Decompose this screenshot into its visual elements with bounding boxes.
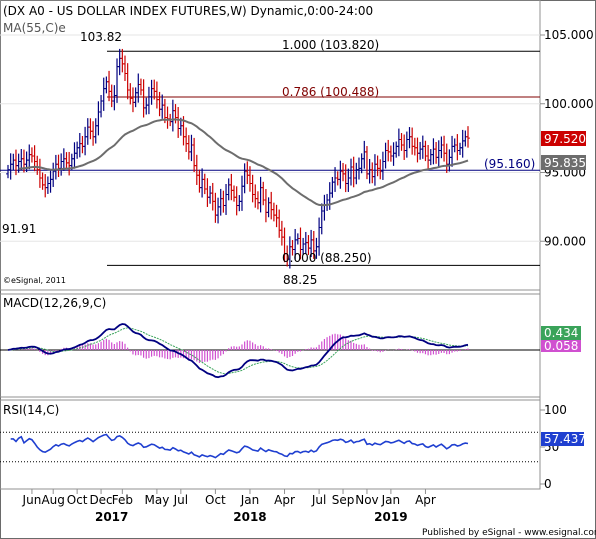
rsi-value-label: 57.437 <box>544 432 586 446</box>
macd-value-box <box>541 326 581 340</box>
x-month-label: Jan <box>240 493 260 507</box>
x-month-label: Dec <box>89 493 112 507</box>
macd-value-label: 0.434 <box>544 326 578 340</box>
rsi-tick-label: 0 <box>544 477 552 491</box>
fib-label-bottom: 0.000 (88.250) <box>282 251 372 265</box>
fib-label-mid: 0.786 (100.488) <box>282 85 379 99</box>
x-month-label: Oct <box>205 493 226 507</box>
rsi-line <box>10 433 469 459</box>
chart-title: (DX A0 - US DOLLAR INDEX FUTURES,W) Dyna… <box>3 4 373 18</box>
footer-credit: Published by eSignal - www.esignal.com <box>422 528 596 538</box>
x-year-label: 2019 <box>374 510 407 524</box>
rsi-title: RSI(14,C) <box>3 403 59 417</box>
x-month-label: Apr <box>415 493 436 507</box>
x-month-label: Jul <box>173 493 188 507</box>
ma-label: MA(55,C)e <box>3 21 66 35</box>
x-month-label: Jul <box>311 493 326 507</box>
x-month-label: Apr <box>274 493 295 507</box>
signal-value-box <box>541 340 581 352</box>
rsi-tick-label: 100 <box>544 403 567 417</box>
annotation-low: 88.25 <box>283 273 317 287</box>
ma-value-box <box>541 155 586 170</box>
signal-value-label: 0.058 <box>544 339 578 353</box>
annotation-mid-low: 91.91 <box>2 222 36 236</box>
x-month-label: Jun <box>22 493 42 507</box>
price-tick-label: 100.000 <box>544 97 594 111</box>
annotation-high: 103.82 <box>80 30 122 44</box>
last-price-label: 97.520 <box>544 132 586 146</box>
x-month-label: May <box>144 493 169 507</box>
x-month-label: Jan <box>381 493 401 507</box>
rsi-value-box <box>541 432 584 446</box>
last-price-box <box>541 131 586 146</box>
fib-label-top: 1.000 (103.820) <box>282 38 379 52</box>
support-label: (95.160) <box>484 157 535 171</box>
ma-55-line <box>18 118 469 207</box>
price-tick-label: 105.000 <box>544 28 594 42</box>
macd-line <box>7 323 469 379</box>
x-month-label: Aug <box>41 493 64 507</box>
x-month-label: Oct <box>67 493 88 507</box>
x-month-label: Nov <box>355 493 378 507</box>
macd-title: MACD(12,26,9,C) <box>3 296 106 310</box>
x-year-label: 2018 <box>233 510 266 524</box>
x-month-label: Feb <box>112 493 133 507</box>
ma-value-label: 95.835 <box>544 156 586 170</box>
price-tick-label: 90.000 <box>544 234 586 248</box>
x-month-label: Sep <box>332 493 355 507</box>
watermark: ©eSignal, 2011 <box>3 276 66 285</box>
x-year-label: 2017 <box>95 510 128 524</box>
